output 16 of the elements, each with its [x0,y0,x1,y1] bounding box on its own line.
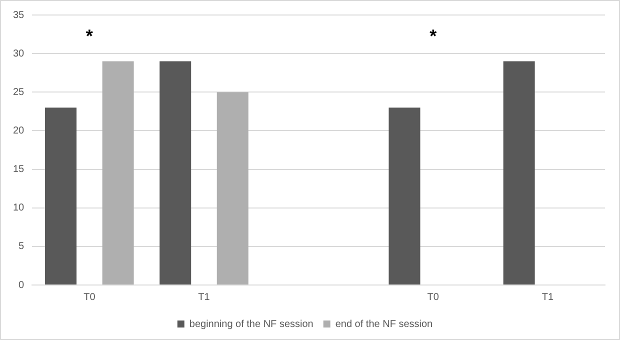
y-tick-label: 10 [13,202,25,214]
y-tick-label: 15 [13,164,25,176]
x-tick-label: T1 [198,292,210,303]
x-tick-label: T0 [84,292,96,303]
annotation: * [86,26,93,46]
y-tick-label: 35 [13,10,25,21]
y-tick-label: 0 [18,280,25,291]
y-tick-label: 30 [13,48,25,60]
legend-label: end of the NF session [335,318,433,330]
y-tick-label: 5 [18,241,25,252]
legend-label: beginning of the NF session [189,318,314,330]
y-tick-label: 20 [13,125,25,136]
x-tick-label: T1 [542,292,554,303]
annotation: * [430,26,437,46]
x-tick-label: T0 [427,292,440,303]
y-tick-label: 25 [13,86,25,98]
